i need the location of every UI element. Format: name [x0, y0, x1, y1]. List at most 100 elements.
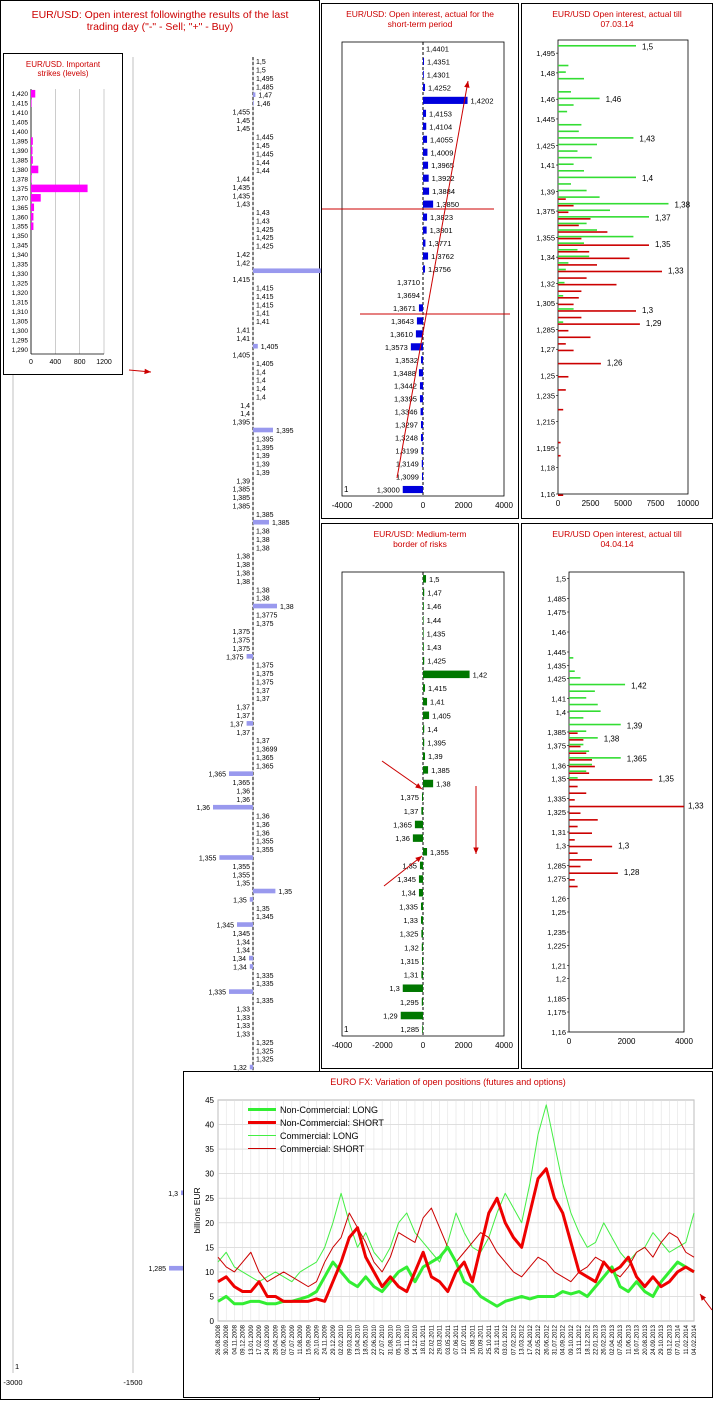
bar [412, 834, 423, 842]
y-tick-label: 1,27 [540, 345, 555, 354]
bar [558, 123, 582, 126]
bar-label: 1,415 [232, 277, 250, 284]
main-oi-title: EUR/USD: Open interest followingthe resu… [31, 9, 289, 34]
bar [423, 226, 427, 234]
bar-label: 1,375 [256, 621, 274, 628]
bar [421, 807, 423, 815]
bar [253, 268, 353, 274]
bar-label: 1,4401 [426, 44, 449, 53]
bar [423, 161, 429, 169]
bar-label: 1,44 [256, 160, 270, 167]
bar-label: 1,375 [232, 646, 250, 653]
bar-label: 1,3346 [395, 408, 418, 417]
bar [423, 670, 470, 679]
bar [423, 684, 426, 692]
bar [569, 703, 598, 706]
x-tick-label: 29.10.2013 [659, 1324, 665, 1355]
bar-label: 1,335 [208, 990, 226, 997]
x-tick-label: 09.10.2012 [569, 1324, 575, 1355]
y-tick-label: 1,415 [12, 101, 29, 108]
x-tick-label: 24.03.2009 [265, 1324, 271, 1355]
bar [423, 766, 429, 774]
bar-label: 1,42 [473, 670, 488, 679]
bar [558, 270, 662, 273]
bar [423, 122, 427, 130]
bar-label: 1,375 [400, 793, 419, 802]
bar-label: 1,3488 [393, 369, 416, 378]
bar-label: 1,43 [256, 218, 270, 225]
bar-label: 1,3442 [394, 382, 417, 391]
x-tick-label: 22.02.2011 [429, 1324, 435, 1354]
bar [558, 137, 634, 139]
bar-label: 1,315 [400, 957, 419, 966]
legend-label: Commercial: SHORT [280, 1143, 365, 1154]
y-tick-label: 1,5 [556, 575, 566, 584]
y-tick-label: 1,355 [12, 224, 29, 231]
y-tick-label: 1,41 [551, 695, 566, 704]
bar [569, 752, 587, 754]
bar [423, 83, 426, 91]
bar [558, 248, 578, 251]
x-tick-label: 14.12.2010 [413, 1324, 419, 1355]
x-tick-label: 0 [421, 1041, 426, 1050]
bar [415, 330, 423, 338]
bar-label: 1,425 [256, 244, 274, 251]
bar-label: 1,36 [236, 797, 250, 804]
bar [569, 779, 653, 781]
y-tick-label: 5 [210, 1292, 215, 1301]
x-tick-label: 4000 [495, 1041, 513, 1050]
legend-item: Non-Commercial: SHORT [248, 1116, 384, 1129]
bar [31, 165, 39, 174]
x-tick-label: 07.06.2011 [454, 1324, 460, 1354]
bar [423, 252, 429, 260]
bar-label: 1,385 [431, 766, 450, 775]
bar [229, 989, 253, 994]
bar [249, 1064, 253, 1070]
bar-value-label: 1,33 [688, 801, 704, 810]
bar-label: 1,47 [427, 588, 442, 597]
bar [423, 135, 428, 143]
bar-label: 1,285 [148, 1266, 166, 1273]
y-tick-label: 1,32 [540, 279, 555, 288]
bar-label: 1,38 [256, 545, 270, 552]
bar-label: 1,36 [256, 822, 270, 829]
bar-label: 1,36 [256, 814, 270, 821]
x-tick-label: 20.10.2009 [314, 1324, 320, 1355]
bar [558, 235, 634, 238]
bar [558, 303, 574, 306]
bar [423, 629, 424, 638]
y-tick-label: 1,435 [547, 661, 566, 670]
x-tick-label: 27.07.2010 [380, 1324, 386, 1355]
bar-label: 1,285 [400, 1025, 419, 1034]
bar-label: 1,4 [256, 394, 266, 401]
bar [253, 92, 256, 98]
bar-label: 1,445 [256, 135, 274, 142]
bar-label: 1,485 [256, 84, 274, 91]
y-tick-label: 1,285 [536, 326, 555, 335]
y-tick-label: 1,25 [540, 372, 555, 381]
bar-label: 1,3000 [377, 486, 400, 495]
y-tick-label: 1,325 [12, 281, 29, 288]
x-tick-label: 29.03.2011 [438, 1324, 444, 1354]
bar-label: 1,335 [256, 998, 274, 1005]
x-tick-label: 15.09.2009 [306, 1324, 312, 1355]
bar-label: 1,435 [232, 193, 250, 200]
bar-label: 1,34 [232, 956, 246, 963]
short-term-title: EUR/USD: Open interest, actual for the s… [346, 9, 494, 29]
y-tick-label: 1,405 [12, 120, 29, 127]
x-tick-label: 03.05.2011 [446, 1324, 452, 1354]
bar-label: 1,3 [168, 1191, 178, 1198]
bar-value-label: 1,35 [658, 775, 674, 784]
bar-label: 1,325 [400, 930, 419, 939]
bar-label: 1,44 [256, 168, 270, 175]
bar [558, 343, 566, 345]
y-tick-label: 1,425 [547, 675, 566, 684]
x-tick-label: 25.10.2011 [487, 1324, 493, 1354]
bar-label: 1,3610 [390, 330, 413, 339]
arrow-line [383, 855, 423, 887]
bar-label: 1,405 [432, 711, 451, 720]
bar-label: 1,37 [404, 807, 419, 816]
x-tick-label: -4000 [332, 1041, 353, 1050]
y-tick-label: 1,300 [12, 328, 29, 335]
bar [558, 389, 566, 391]
